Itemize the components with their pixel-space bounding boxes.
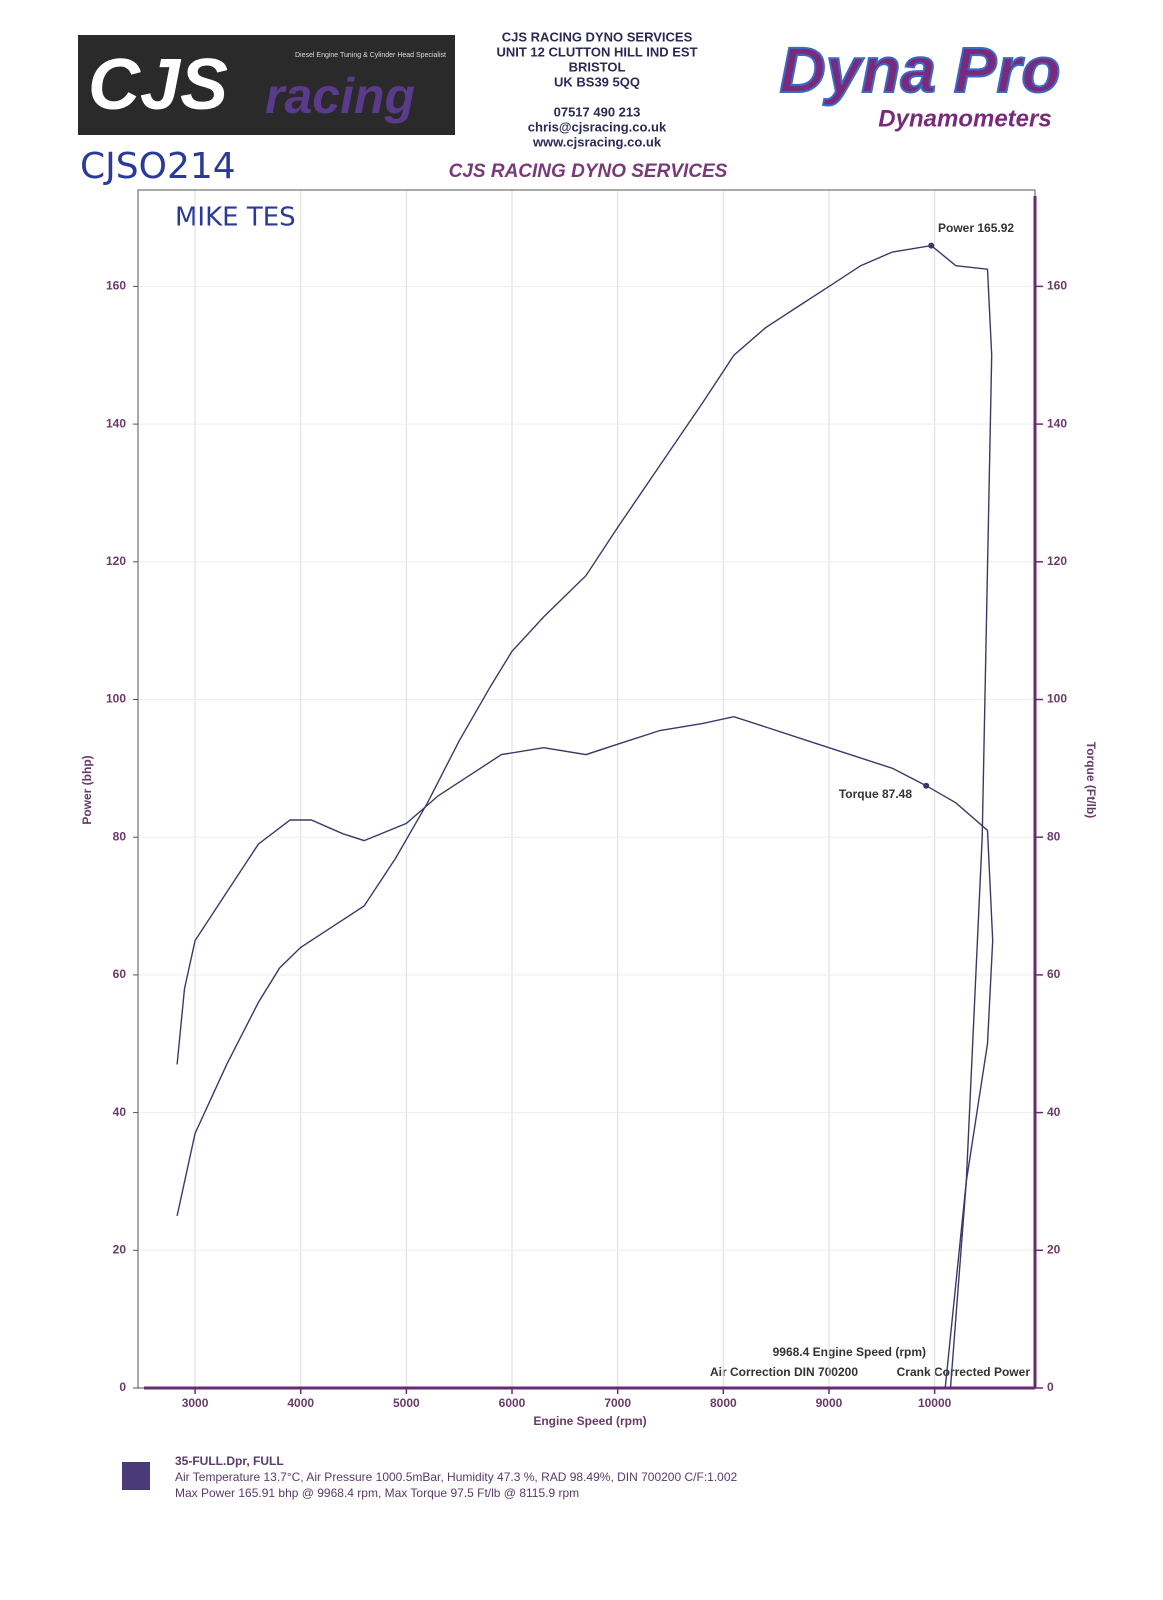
left-logo-tagline: Diesel Engine Tuning & Cylinder Head Spe… <box>295 52 446 59</box>
y-axis-label: Power (bhp) <box>80 755 94 824</box>
power-annotation: Power 165.92 <box>938 221 1014 235</box>
web: www.cjsracing.co.uk <box>532 134 662 149</box>
address: UNIT 12 CLUTTON HILL IND EST <box>496 44 697 59</box>
right-logo: Dyna Pro <box>780 34 1061 106</box>
x-axis-label: Engine Speed (rpm) <box>533 1414 646 1428</box>
y2-tick-label: 100 <box>1047 692 1067 706</box>
left-logo-box <box>78 35 455 135</box>
summary: Max Power 165.91 bhp @ 9968.4 rpm, Max T… <box>175 1486 579 1500</box>
company: CJS RACING DYNO SERVICES <box>502 29 693 44</box>
annotation-dot <box>928 242 935 249</box>
correction-annotation: Air Correction DIN 700200 <box>710 1365 858 1379</box>
handwritten-note: MIKE TES <box>175 203 296 233</box>
annotation-dot <box>923 782 930 789</box>
y2-tick-label: 60 <box>1047 967 1061 981</box>
y2-axis-label: Torque (Ft/lb) <box>1084 742 1098 818</box>
y2-tick-label: 160 <box>1047 279 1067 293</box>
y2-tick-label: 0 <box>1047 1380 1054 1394</box>
x-tick-label: 10000 <box>918 1396 952 1410</box>
x-tick-label: 9000 <box>816 1396 843 1410</box>
y2-tick-label: 80 <box>1047 829 1061 843</box>
x-tick-label: 3000 <box>182 1396 209 1410</box>
y-tick-label: 0 <box>119 1380 126 1394</box>
y-tick-label: 60 <box>113 967 127 981</box>
rpm-annotation: 9968.4 Engine Speed (rpm) <box>773 1345 926 1359</box>
x-tick-label: 6000 <box>499 1396 526 1410</box>
power-type-annotation: Crank Corrected Power <box>897 1365 1031 1379</box>
legend-text: 35-FULL.Dpr, FULL <box>175 1454 284 1468</box>
y-tick-label: 160 <box>106 279 126 293</box>
y2-tick-label: 20 <box>1047 1242 1061 1256</box>
series-line <box>176 244 993 1389</box>
y2-tick-label: 120 <box>1047 554 1067 568</box>
chart-title: CJS RACING DYNO SERVICES <box>449 161 728 182</box>
left-logo-sub: racing <box>265 68 415 124</box>
y-tick-label: 140 <box>106 416 126 430</box>
x-tick-label: 8000 <box>710 1396 737 1410</box>
x-tick-label: 5000 <box>393 1396 420 1410</box>
phone: 07517 490 213 <box>554 104 641 119</box>
y-tick-label: 20 <box>113 1242 127 1256</box>
conditions: Air Temperature 13.7°C, Air Pressure 100… <box>175 1470 738 1484</box>
y-tick-label: 100 <box>106 692 126 706</box>
series-line <box>176 715 994 1389</box>
address: UK BS39 5QQ <box>554 74 640 89</box>
x-tick-label: 7000 <box>604 1396 631 1410</box>
right-logo-sub: Dynamometers <box>878 105 1051 132</box>
legend-swatch <box>122 1462 150 1490</box>
email: chris@cjsracing.co.uk <box>528 119 667 134</box>
torque-annotation: Torque 87.48 <box>839 787 912 801</box>
x-tick-label: 4000 <box>287 1396 314 1410</box>
left-logo: CJS <box>88 45 228 125</box>
y-tick-label: 40 <box>113 1105 127 1119</box>
y2-tick-label: 140 <box>1047 416 1067 430</box>
y-tick-label: 80 <box>113 829 127 843</box>
address: BRISTOL <box>569 59 626 74</box>
y2-tick-label: 40 <box>1047 1105 1061 1119</box>
y-tick-label: 120 <box>106 554 126 568</box>
handwritten-code: CJSO214 <box>80 146 236 187</box>
